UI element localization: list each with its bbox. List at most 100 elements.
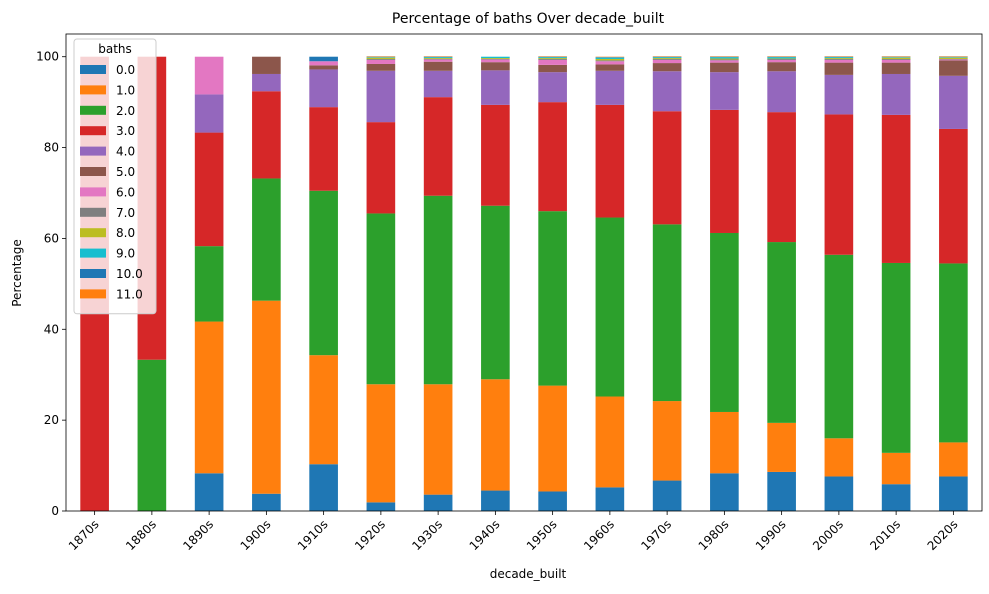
x-tick-label: 1990s [753,517,789,553]
bar-segment [710,473,739,511]
bar-segment [481,70,510,105]
bar-segment [424,384,453,494]
bar-segment [939,263,968,442]
x-tick-label: 1970s [638,517,674,553]
bar-segment [252,74,281,91]
bar-segment [653,111,682,224]
bar-segment [538,211,567,385]
bar-segment [538,59,567,60]
bar-segment [596,71,625,105]
bar-segment [939,442,968,476]
bar-segment [538,65,567,72]
bar-segment [309,61,338,65]
bar-segment [882,59,911,60]
x-tick-label: 1920s [352,517,388,553]
bar-segment [538,58,567,59]
bar-segment [424,62,453,71]
bar-segment [596,487,625,511]
bar-segment [309,57,338,62]
bar-segment [367,71,396,122]
bar-segment [939,476,968,511]
bar-segment [882,63,911,74]
bar-segment [538,60,567,65]
legend-swatch [80,85,106,94]
x-tick-label: 1950s [524,517,560,553]
bar-segment [710,59,739,60]
legend-swatch [80,147,106,156]
bar-segment [481,62,510,70]
bar-segment [882,263,911,453]
bar-segment [710,412,739,473]
bar-segment [710,63,739,73]
legend-title: baths [98,42,132,56]
bar-segment [825,58,854,59]
legend-swatch [80,106,106,115]
bar-segment [653,58,682,59]
bar-segment [481,59,510,62]
y-tick-label: 40 [44,322,59,336]
bar-segment [767,71,796,112]
bar-segment [825,438,854,476]
bar-segment [538,57,567,58]
bar-segment [309,464,338,511]
legend-swatch [80,126,106,135]
legend-swatch [80,228,106,237]
x-tick-label: 1900s [238,517,274,553]
y-tick-label: 20 [44,413,59,427]
bar-segment [367,213,396,384]
bar-segment [653,71,682,111]
bar-segment [825,75,854,115]
bar-segment [710,59,739,60]
bar-segment [825,60,854,63]
bar-segment [367,384,396,502]
bar-segment [309,69,338,107]
bar-segment [710,57,739,58]
bar-segment [424,97,453,196]
legend-label: 9.0 [116,247,135,261]
x-tick-label: 1980s [696,517,732,553]
bar-segment [882,60,911,63]
legend-label: 6.0 [116,185,135,199]
legend-label: 4.0 [116,145,135,159]
bar-segment [825,63,854,75]
bar-segment [309,355,338,464]
bar-segment [939,58,968,59]
bar-segment [596,59,625,60]
x-tick-label: 1880s [123,517,159,553]
y-tick-label: 80 [44,141,59,155]
bar-segment [767,112,796,242]
bar-segment [195,322,224,474]
bar-segment [596,58,625,59]
bar-segment [195,473,224,511]
bar-segment [481,206,510,380]
legend-label: 1.0 [116,83,135,97]
bar-segment [653,63,682,71]
bar-segment [481,491,510,511]
bar-segment [596,61,625,64]
bar-segment [424,58,453,59]
bar-segment [596,64,625,70]
bar-segment [939,60,968,75]
legend-label: 5.0 [116,165,135,179]
bar-segment [481,105,510,206]
bar-segment [424,71,453,97]
bar-segment [538,491,567,511]
bar-segment [252,178,281,300]
bar-segment [882,484,911,511]
x-tick-label: 1940s [467,517,503,553]
bar-segment [939,76,968,129]
bar-segment [481,58,510,59]
bar-segment [825,59,854,60]
bar-segment [481,57,510,58]
bar-segment [825,57,854,58]
y-tick-label: 60 [44,231,59,245]
bar-segment [195,57,224,95]
legend-label: 3.0 [116,124,135,138]
legend-label: 0.0 [116,63,135,77]
legend-swatch [80,249,106,258]
bar-segment [767,242,796,423]
bar-segment [596,397,625,488]
x-tick-label: 2020s [925,517,961,553]
